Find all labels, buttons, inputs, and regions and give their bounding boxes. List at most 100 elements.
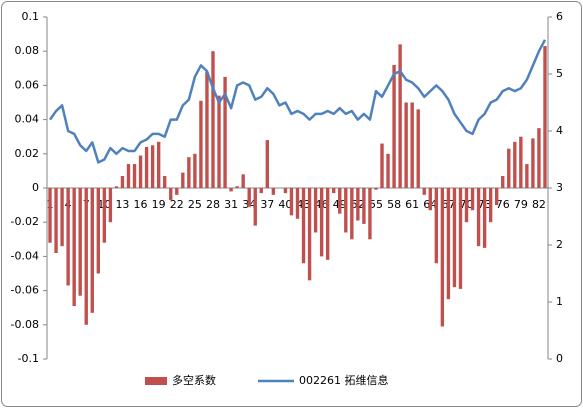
bar — [386, 153, 390, 188]
y-tick-label: -0.08 — [11, 318, 39, 331]
bar — [458, 188, 463, 289]
bar — [362, 188, 366, 224]
bar — [507, 148, 511, 188]
y2-tick-label: 4 — [556, 124, 563, 137]
bar — [175, 188, 179, 195]
y-tick-label: 0.06 — [15, 78, 40, 91]
bar — [253, 188, 257, 226]
bar — [398, 44, 402, 188]
bar — [380, 143, 384, 188]
bar — [229, 188, 233, 192]
bar — [452, 188, 457, 288]
bar — [410, 102, 414, 188]
y-tick-label: 0 — [32, 181, 39, 194]
bar — [126, 164, 131, 188]
bar — [313, 188, 318, 233]
bar — [488, 188, 493, 223]
y2-tick-label: 2 — [556, 238, 563, 251]
bar — [495, 188, 499, 206]
x-tick-label: 31 — [224, 198, 238, 211]
bar — [356, 188, 360, 221]
bar — [114, 186, 119, 188]
y2-tick-label: 0 — [556, 352, 563, 365]
x-tick-label: 58 — [387, 198, 401, 211]
bar — [440, 188, 445, 327]
y-tick-label: -0.02 — [11, 215, 39, 228]
x-tick-label: 16 — [134, 198, 148, 211]
bar — [289, 188, 294, 216]
bar — [156, 141, 161, 188]
x-tick-label: 82 — [532, 198, 546, 211]
bar — [66, 188, 70, 286]
y-tick-label: -0.1 — [18, 352, 39, 365]
bar — [344, 188, 348, 233]
bar — [90, 188, 94, 313]
y2-tick-label: 1 — [556, 295, 563, 308]
bar — [199, 100, 203, 188]
legend-label: 多空系数 — [172, 373, 216, 387]
legend-label: 002261 拓维信息 — [299, 373, 389, 387]
bar — [181, 172, 185, 188]
bar — [470, 188, 475, 211]
bar — [482, 188, 487, 248]
x-tick-label: 19 — [152, 198, 166, 211]
bar — [350, 188, 354, 240]
bar — [259, 188, 263, 194]
bar — [325, 188, 330, 260]
bar — [543, 46, 547, 188]
bar — [132, 164, 137, 188]
bar — [138, 155, 143, 188]
legend-swatch — [145, 377, 167, 385]
x-tick-label: 55 — [369, 198, 383, 211]
bar — [537, 128, 541, 188]
bar — [223, 76, 227, 188]
y-tick-label: 0.1 — [22, 10, 40, 23]
line — [48, 39, 547, 164]
x-tick-label: 37 — [260, 198, 274, 211]
y2-tick-label: 6 — [556, 10, 563, 23]
bar — [374, 188, 378, 190]
bar — [84, 188, 88, 325]
bar — [60, 188, 64, 247]
y-tick-label: -0.04 — [11, 249, 39, 262]
bar — [428, 188, 432, 211]
x-tick-label: 79 — [514, 198, 528, 211]
bar — [102, 188, 107, 243]
bar — [513, 141, 517, 188]
bar — [283, 188, 288, 194]
bar — [54, 188, 58, 253]
x-tick-label: 61 — [405, 198, 419, 211]
bar — [235, 186, 239, 188]
bar — [416, 109, 420, 188]
bar — [265, 140, 270, 188]
bar — [525, 164, 529, 188]
x-tick-label: 76 — [496, 198, 510, 211]
bar — [163, 176, 167, 188]
x-tick-label: 13 — [115, 198, 129, 211]
bar — [271, 188, 276, 195]
bar — [193, 153, 197, 188]
bar — [319, 188, 324, 257]
bar — [422, 188, 426, 195]
bar — [120, 176, 125, 188]
bar — [476, 188, 481, 247]
bar — [169, 188, 173, 200]
bar — [187, 157, 191, 188]
bar — [338, 188, 342, 214]
bar — [301, 188, 306, 264]
bar — [247, 188, 251, 207]
x-tick-label: 22 — [170, 198, 184, 211]
bar — [72, 188, 76, 306]
bar — [48, 188, 52, 243]
y2-tick-label: 3 — [556, 181, 563, 194]
x-tick-label: 40 — [278, 198, 292, 211]
y-tick-label: 0.04 — [15, 113, 40, 126]
bar — [108, 188, 113, 223]
y2-tick-label: 5 — [556, 67, 563, 80]
bar — [78, 188, 82, 296]
bar — [368, 188, 372, 240]
y-tick-label: 0.02 — [15, 147, 40, 160]
bar — [217, 95, 221, 188]
